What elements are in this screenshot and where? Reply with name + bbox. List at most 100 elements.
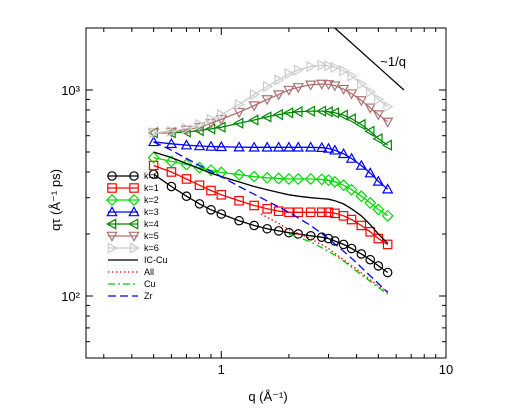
data-point-k-6 <box>330 61 341 73</box>
data-point-k-3 <box>233 141 245 152</box>
legend-entry-k-6: k=6 <box>107 242 159 254</box>
x-tick-label: 1 <box>218 362 225 377</box>
legend-marker <box>127 193 141 207</box>
legend-marker <box>128 206 140 217</box>
data-point-k-0 <box>181 191 192 202</box>
data-point-k-3 <box>205 140 217 151</box>
legend-label: k=4 <box>144 219 159 229</box>
legend-entry-all: All <box>108 267 154 277</box>
data-point-k-6 <box>167 125 178 138</box>
data-point-k-1 <box>166 167 177 177</box>
series-line-k-6 <box>153 64 389 134</box>
data-point-k-3 <box>372 175 385 186</box>
data-point-k-5 <box>248 101 260 112</box>
data-point-k-2 <box>193 161 206 174</box>
data-point-k-6 <box>182 122 193 135</box>
series-line-cu <box>288 233 389 295</box>
data-point-k-6 <box>206 113 217 126</box>
data-point-k-1 <box>356 220 367 231</box>
data-point-k-6 <box>274 74 285 86</box>
data-point-k-6 <box>324 60 335 72</box>
data-point-k-0 <box>330 236 340 246</box>
series-ic-cu <box>153 151 389 244</box>
data-point-k-4 <box>345 113 356 125</box>
legend-marker <box>106 218 117 230</box>
legend-entry-cu: Cu <box>108 279 156 289</box>
data-point-k-2 <box>248 170 261 183</box>
data-point-k-3 <box>337 147 350 159</box>
data-point-k-4 <box>215 121 226 133</box>
series-k-2 <box>147 151 394 222</box>
legend-marker <box>107 242 118 254</box>
data-point-k-6 <box>306 60 317 73</box>
data-point-k-5 <box>292 83 304 94</box>
data-point-k-6 <box>347 70 358 82</box>
y-tick-label: 10² <box>61 289 80 304</box>
data-point-k-3 <box>165 137 178 149</box>
series-layer <box>147 59 394 295</box>
data-point-k-1 <box>365 226 376 237</box>
data-point-k-5 <box>355 96 368 107</box>
legend-label: k=6 <box>144 243 159 253</box>
data-point-k-3 <box>147 135 160 147</box>
data-point-k-4 <box>292 105 303 118</box>
legend-label: Cu <box>144 279 156 289</box>
data-point-k-1 <box>249 200 259 211</box>
data-point-k-3 <box>316 141 328 152</box>
legend-marker <box>129 171 139 181</box>
data-point-k-0 <box>346 243 357 254</box>
data-point-k-2 <box>372 203 385 216</box>
data-point-k-5 <box>329 81 341 92</box>
data-point-k-4 <box>261 111 272 123</box>
data-point-k-0 <box>273 226 284 236</box>
legend-entry-k-2: k=2 <box>105 193 159 207</box>
data-point-k-3 <box>381 183 394 194</box>
data-point-k-5 <box>345 89 358 100</box>
data-point-k-2 <box>328 175 341 188</box>
slope-guide-line <box>334 27 405 91</box>
legend-marker <box>106 231 118 242</box>
series-line-zr <box>153 141 389 293</box>
legend-marker <box>106 206 118 217</box>
data-point-k-0 <box>323 233 334 244</box>
data-point-k-2 <box>355 190 368 203</box>
series-k-3 <box>147 135 394 194</box>
legend-entry-zr: Zr <box>108 291 153 301</box>
x-axis-label: q (Å⁻¹) <box>248 389 287 404</box>
data-point-k-6 <box>293 64 305 76</box>
data-point-k-2 <box>345 183 358 196</box>
data-point-k-1 <box>382 239 393 250</box>
data-point-k-2 <box>233 168 246 181</box>
data-point-k-3 <box>292 141 304 152</box>
legend-entry-k-0: k=0 <box>107 171 159 181</box>
data-point-k-6 <box>339 65 350 77</box>
slope-annotation-label: ~1/q <box>380 54 406 69</box>
legend-marker <box>105 193 119 207</box>
data-point-k-5 <box>261 95 273 106</box>
legend-marker <box>129 242 140 254</box>
data-point-k-0 <box>194 199 205 209</box>
data-point-k-4 <box>372 133 383 145</box>
data-point-k-1 <box>262 204 272 214</box>
x-tick-label: 10 <box>439 362 453 377</box>
data-point-k-5 <box>193 122 206 134</box>
legend-entry-k-3: k=3 <box>106 206 159 217</box>
legend-label: k=5 <box>144 231 159 241</box>
data-point-k-3 <box>193 140 206 151</box>
series-k-6 <box>149 59 394 139</box>
legend-marker <box>107 183 117 193</box>
data-point-k-0 <box>216 209 227 219</box>
data-point-k-0 <box>249 220 259 231</box>
legend-marker <box>128 218 139 230</box>
data-point-k-1 <box>273 206 284 217</box>
series-k-0 <box>148 169 393 278</box>
data-point-k-4 <box>248 114 259 126</box>
data-point-k-1 <box>148 160 159 171</box>
legend-marker <box>107 171 117 181</box>
y-axis-label: qτ (Å⁻¹ ps) <box>48 169 63 231</box>
data-point-k-0 <box>305 230 316 241</box>
data-point-k-1 <box>216 189 227 200</box>
data-point-k-3 <box>304 141 317 152</box>
data-point-k-5 <box>337 84 350 96</box>
data-point-k-2 <box>304 172 317 186</box>
